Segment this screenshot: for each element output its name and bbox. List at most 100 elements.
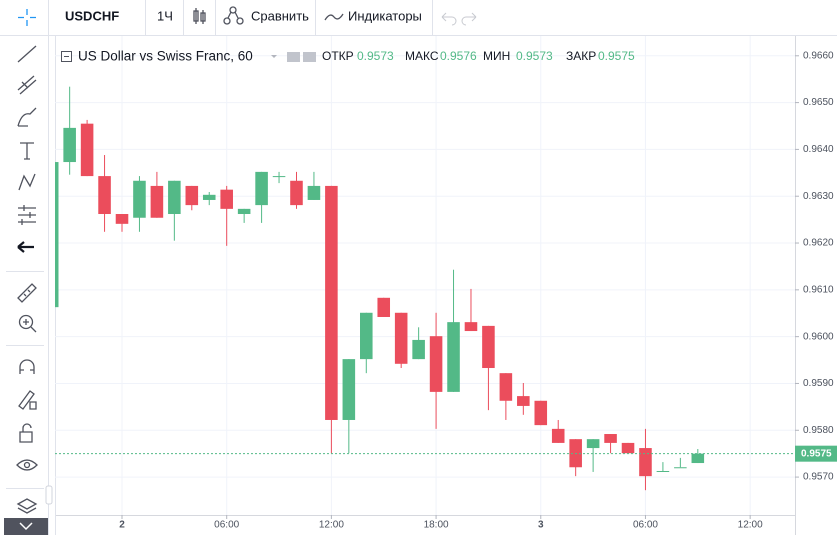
brush-tool[interactable]	[17, 107, 37, 127]
candle-body	[482, 325, 495, 369]
candle	[482, 325, 495, 411]
layers-tool[interactable]	[16, 498, 38, 514]
symbol[interactable]: USDCHF	[65, 8, 119, 23]
y-tick-label: 0.9650	[803, 97, 834, 108]
candle	[674, 457, 687, 469]
candle-body	[656, 470, 670, 472]
open-label: ОТКР	[322, 49, 354, 63]
close-value: 0.9575	[598, 49, 635, 63]
candle-body	[272, 176, 286, 178]
candle	[360, 312, 373, 374]
candle-body	[464, 322, 478, 332]
candle-body	[499, 373, 513, 401]
candle	[168, 180, 181, 241]
candle-body	[237, 208, 251, 215]
hide-button[interactable]	[287, 52, 300, 62]
zoom-tool[interactable]	[18, 314, 34, 330]
candle	[569, 439, 582, 477]
candle	[185, 185, 199, 211]
redo[interactable]	[461, 12, 477, 26]
low-value: 0.9573	[516, 49, 553, 63]
candle-body	[185, 185, 199, 206]
y-tick-label: 0.9570	[803, 472, 834, 483]
title-menu[interactable]	[271, 55, 277, 58]
candle-body	[220, 189, 233, 209]
back-tool[interactable]	[17, 241, 34, 253]
candle	[551, 419, 565, 443]
ruler-tool[interactable]	[17, 283, 37, 303]
candle	[63, 86, 76, 175]
candle-body	[394, 312, 408, 364]
candle-body	[517, 396, 530, 406]
candle	[464, 288, 478, 332]
candle	[412, 327, 425, 360]
candle	[447, 269, 460, 392]
lock-drawings[interactable]	[18, 390, 37, 410]
candle	[255, 171, 268, 223]
top-toolbar	[0, 0, 837, 35]
candle	[133, 176, 146, 232]
candle	[499, 373, 513, 420]
candle	[639, 428, 652, 491]
candle	[621, 442, 635, 454]
x-tick-label: 06:00	[214, 520, 239, 531]
candle	[656, 462, 670, 472]
pattern-tool[interactable]	[18, 173, 36, 191]
candle-body	[691, 453, 705, 464]
prediction-tool[interactable]	[18, 205, 36, 225]
y-tick-label: 0.9580	[803, 425, 834, 436]
compare-icon[interactable]	[223, 6, 244, 25]
magnet-tool[interactable]	[19, 359, 35, 374]
x-tick-label: 06:00	[633, 520, 658, 531]
x-tick-label: 12:00	[319, 520, 344, 531]
candle-body	[80, 123, 94, 177]
interval[interactable]: 1Ч	[157, 8, 173, 23]
candle-body	[534, 400, 548, 426]
text-tool[interactable]	[20, 142, 34, 160]
indicators-button[interactable]: Индикаторы	[348, 8, 422, 23]
left-toolbar	[6, 9, 44, 514]
undo[interactable]	[441, 12, 457, 26]
candle	[604, 434, 617, 454]
panel-handle[interactable]	[45, 485, 53, 505]
compare-button[interactable]: Сравнить	[251, 8, 309, 23]
visibility-tool[interactable]	[16, 459, 38, 471]
unlock-tool[interactable]	[19, 423, 33, 443]
candle	[290, 171, 303, 209]
fib-tool[interactable]	[17, 75, 37, 95]
chart-style-button[interactable]	[193, 8, 206, 24]
candle	[80, 119, 94, 177]
y-tick-label: 0.9600	[803, 331, 834, 342]
candle-body	[168, 180, 181, 215]
candle-body	[115, 214, 129, 224]
y-tick-label: 0.9660	[803, 50, 834, 61]
candle	[394, 312, 408, 369]
candle-body	[133, 180, 146, 218]
candle-body	[307, 185, 321, 200]
candle-body	[639, 448, 652, 477]
candle-body	[63, 127, 76, 163]
crosshair-tool[interactable]	[18, 9, 36, 26]
settings-button[interactable]	[303, 52, 316, 62]
y-tick-label: 0.9590	[803, 378, 834, 389]
candle	[517, 382, 530, 415]
candle	[342, 359, 356, 454]
candle-body	[412, 339, 425, 360]
trend-line-tool[interactable]	[17, 45, 37, 63]
candle	[55, 162, 59, 308]
candle	[377, 297, 391, 317]
candle-body	[447, 322, 460, 392]
y-tick-label: 0.9640	[803, 144, 834, 155]
candle-body	[342, 359, 356, 420]
candle-body	[674, 467, 687, 469]
candle-body	[255, 171, 268, 206]
x-tick-label: 18:00	[424, 520, 449, 531]
candle-body	[377, 297, 391, 317]
indicators-icon[interactable]	[324, 13, 344, 21]
candle-body	[360, 312, 373, 360]
collapse-button[interactable]	[4, 518, 48, 535]
candle	[691, 448, 705, 464]
x-tick-label: 2	[119, 520, 125, 531]
x-tick-label: 3	[538, 520, 544, 531]
